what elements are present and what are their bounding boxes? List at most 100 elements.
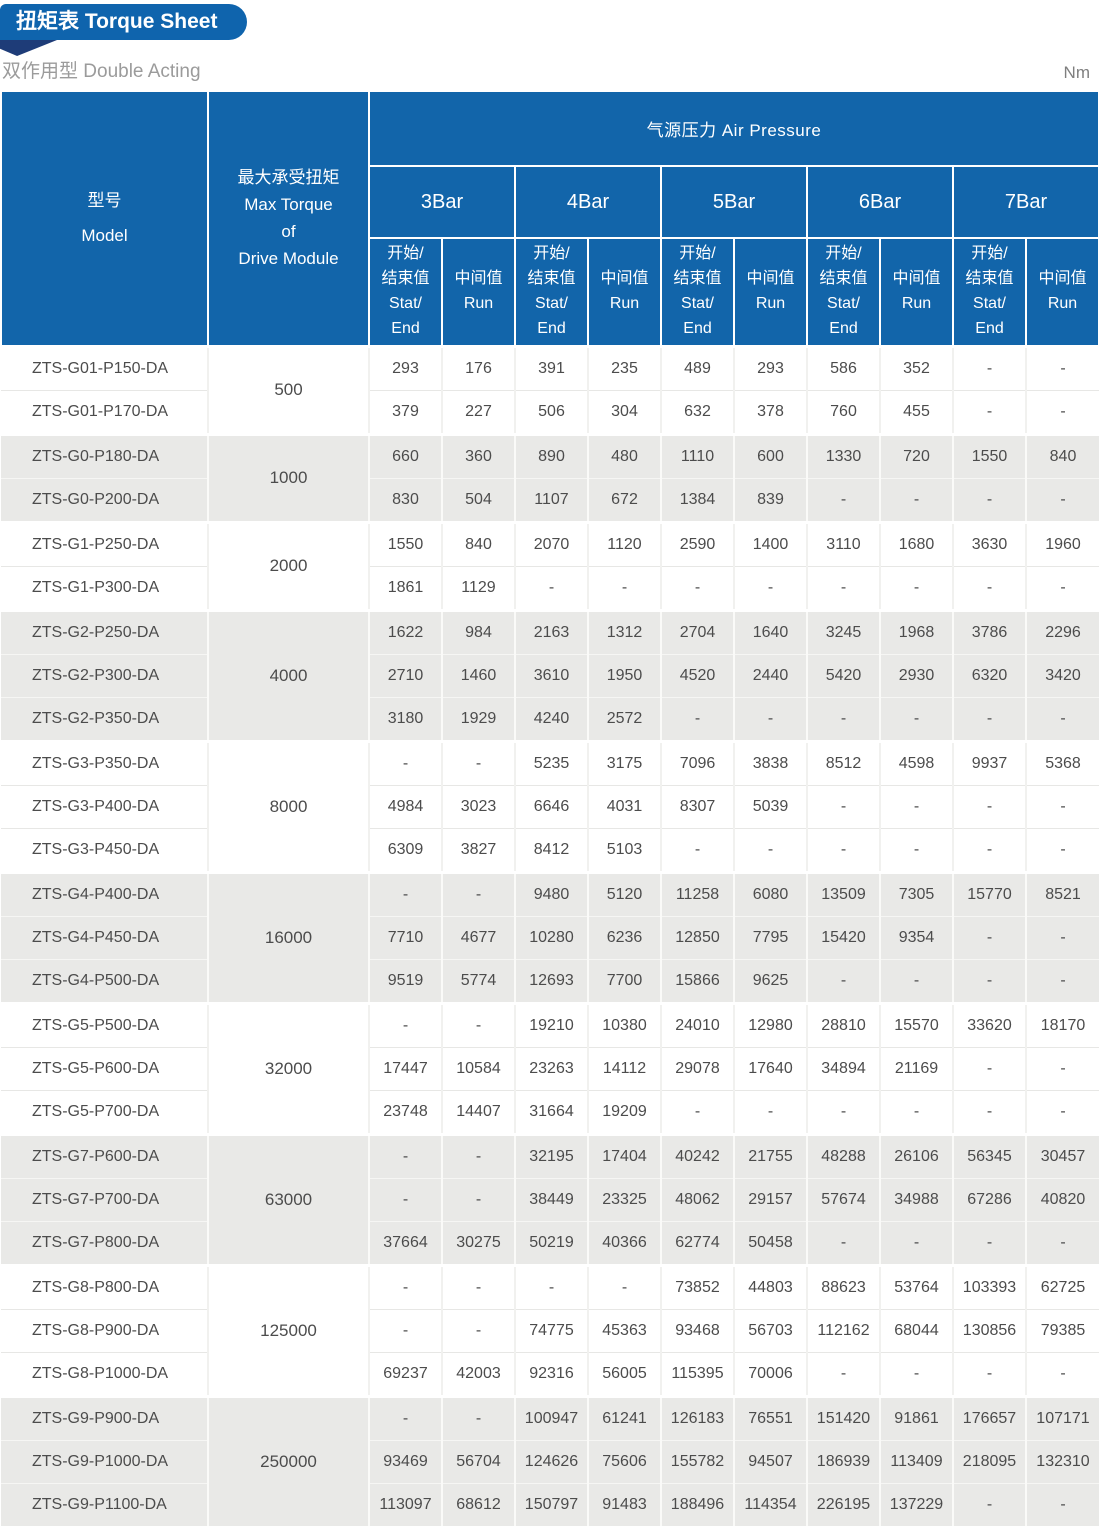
value-cell: 91483	[588, 1482, 662, 1526]
value-cell: 5368	[1026, 739, 1099, 785]
value-cell: -	[953, 477, 1027, 522]
value-cell: 6646	[515, 784, 589, 828]
value-cell: -	[442, 1263, 516, 1309]
value-cell: -	[953, 1089, 1027, 1134]
value-cell: -	[734, 1089, 808, 1134]
value-cell: 23325	[588, 1177, 662, 1221]
model-cell: ZTS-G2-P350-DA	[1, 696, 209, 741]
value-cell: 3245	[807, 608, 881, 654]
value-cell: 37664	[369, 1220, 443, 1265]
value-cell: 21755	[734, 1132, 808, 1178]
air-pressure-header: 气源压力 Air Pressure	[368, 90, 1100, 167]
value-cell: -	[1026, 565, 1099, 610]
value-cell: 5235	[515, 739, 589, 785]
value-cell: 2163	[515, 608, 589, 654]
value-cell: 11258	[661, 870, 735, 916]
value-cell: 586	[807, 344, 881, 390]
value-cell: 151420	[807, 1394, 881, 1440]
value-cell: 103393	[953, 1263, 1027, 1309]
value-cell: 186939	[807, 1439, 881, 1483]
stat-end-header: 开始/ 结束值 Stat/ End	[806, 237, 881, 347]
value-cell: 840	[1026, 432, 1099, 478]
value-cell: 5420	[807, 653, 881, 697]
value-cell: 1861	[369, 565, 443, 610]
torque-sheet-page: 扭矩表 Torque Sheet 双作用型 Double Acting Nm 型…	[0, 4, 1100, 1526]
value-cell: 8521	[1026, 870, 1099, 916]
value-cell: 56703	[734, 1308, 808, 1352]
subheader-row: 开始/ 结束值 Stat/ End 中间值 Run 开始/ 结束值 Stat/ En…	[1, 237, 1100, 347]
table-row: ZTS-G2-P300-DA 2710 1460 3610 1950 4520 2440 54…	[1, 653, 1099, 697]
value-cell: -	[661, 696, 735, 741]
value-cell: 1120	[588, 520, 662, 566]
value-cell: -	[515, 1263, 589, 1309]
value-cell: 839	[734, 477, 808, 522]
model-cell: ZTS-G4-P450-DA	[1, 915, 209, 959]
model-cell: ZTS-G1-P300-DA	[1, 565, 209, 610]
value-cell: 50458	[734, 1220, 808, 1265]
value-cell: 10280	[515, 915, 589, 959]
value-cell: 40366	[588, 1220, 662, 1265]
model-cell: ZTS-G8-P900-DA	[1, 1308, 209, 1352]
run-header: 中间值 Run	[441, 237, 516, 347]
value-cell: 68612	[442, 1482, 516, 1526]
value-cell: -	[953, 958, 1027, 1003]
value-cell: 489	[661, 344, 735, 390]
table-row: ZTS-G9-P1100-DA 113097 68612 150797 91483 188…	[1, 1482, 1099, 1526]
value-cell: 9625	[734, 958, 808, 1003]
value-cell: 93469	[369, 1439, 443, 1483]
value-cell: 130856	[953, 1308, 1027, 1352]
model-cell: ZTS-G0-P180-DA	[1, 432, 209, 478]
value-cell: 26106	[880, 1132, 954, 1178]
table-row: ZTS-G7-P600-DA 63000- -32195 17404 40242 2175…	[1, 1132, 1099, 1265]
value-cell: 15570	[880, 1001, 954, 1047]
value-cell: 29157	[734, 1177, 808, 1221]
value-cell: 188496	[661, 1482, 735, 1526]
value-cell: -	[1026, 1351, 1099, 1396]
value-cell: 1107	[515, 477, 589, 522]
value-cell: -	[442, 1001, 516, 1047]
value-cell: 1330	[807, 432, 881, 478]
value-cell: 7305	[880, 870, 954, 916]
value-cell: 10380	[588, 1001, 662, 1047]
value-cell: 29078	[661, 1046, 735, 1090]
value-cell: 107171	[1026, 1394, 1099, 1440]
table-row: ZTS-G01-P150-DA 500 293 176 391 235 489 293 586 3…	[1, 344, 1099, 434]
value-cell: -	[880, 696, 954, 741]
value-cell: -	[953, 915, 1027, 959]
value-cell: 38449	[515, 1177, 589, 1221]
value-cell: 93468	[661, 1308, 735, 1352]
value-cell: 79385	[1026, 1308, 1099, 1352]
max-torque-cell: 16000	[208, 870, 370, 1003]
stat-end-header: 开始/ 结束值 Stat/ End	[952, 237, 1027, 347]
value-cell: -	[807, 1089, 881, 1134]
table-header: 型号 Model 最大承受扭矩 Max Torque of Drive Modu…	[0, 90, 1100, 347]
value-cell: 56345	[953, 1132, 1027, 1178]
value-cell: 67286	[953, 1177, 1027, 1221]
value-cell: -	[953, 1482, 1027, 1526]
value-cell: -	[588, 565, 662, 610]
value-cell: 9480	[515, 870, 589, 916]
table-row: ZTS-G8-P900-DA - -74775 45363 93468 56703 1121…	[1, 1308, 1099, 1352]
value-cell: -	[442, 1132, 516, 1178]
value-cell: 74775	[515, 1308, 589, 1352]
value-cell: 1622	[369, 608, 443, 654]
value-cell: 1968	[880, 608, 954, 654]
value-cell: -	[1026, 1089, 1099, 1134]
value-cell: 1550	[369, 520, 443, 566]
value-cell: -	[734, 565, 808, 610]
value-cell: 7710	[369, 915, 443, 959]
value-cell: 6236	[588, 915, 662, 959]
value-cell: -	[953, 1046, 1027, 1090]
value-cell: 24010	[661, 1001, 735, 1047]
value-cell: 94507	[734, 1439, 808, 1483]
value-cell: -	[369, 1308, 443, 1352]
model-cell: ZTS-G2-P300-DA	[1, 653, 209, 697]
value-cell: 113409	[880, 1439, 954, 1483]
value-cell: 1460	[442, 653, 516, 697]
table-row: ZTS-G2-P350-DA 3180 1929 4240 2572- - - - - -	[1, 696, 1099, 741]
value-cell: 5039	[734, 784, 808, 828]
value-cell: -	[1026, 1046, 1099, 1090]
table-row: ZTS-G8-P800-DA 125000- - - -73852 44803 88623 5…	[1, 1263, 1099, 1396]
max-torque-cell: 2000	[208, 520, 370, 610]
value-cell: 8412	[515, 827, 589, 872]
